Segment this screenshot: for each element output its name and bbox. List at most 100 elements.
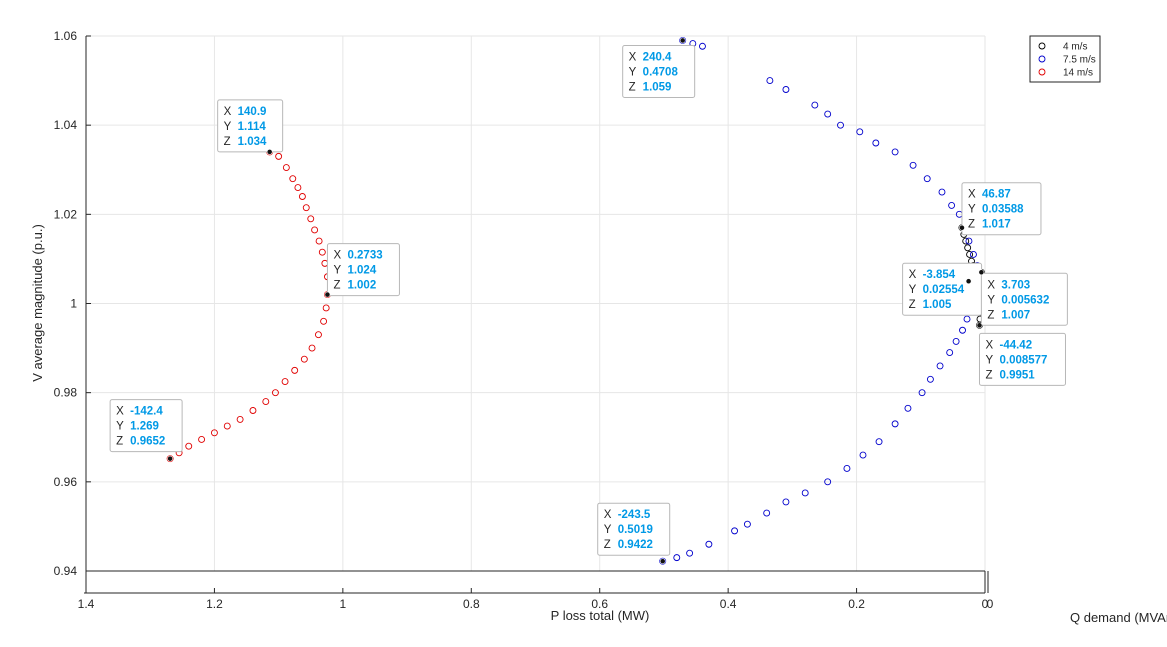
datatip-key: Y xyxy=(629,66,637,78)
data-point xyxy=(659,557,667,565)
datatip-value: 0.9951 xyxy=(999,369,1035,381)
data-point xyxy=(275,152,283,160)
datatip-key: X xyxy=(116,406,124,418)
datatip-key: Z xyxy=(985,369,992,381)
datatip-value: 0.5019 xyxy=(618,524,653,536)
datatip-value: -3.854 xyxy=(923,269,956,281)
datatip-box xyxy=(622,44,696,98)
y-tick-label: 0.94 xyxy=(54,564,78,578)
datatip-box xyxy=(980,272,1068,326)
datatip-value: 1.034 xyxy=(238,136,267,148)
data-point xyxy=(918,389,926,397)
datatip-value: -142.4 xyxy=(130,406,163,418)
data-point xyxy=(282,164,290,171)
data-point xyxy=(938,188,946,196)
datatip[interactable]: X 46.87 Y 0.03588 Z 1.017 xyxy=(959,182,1042,236)
datatip[interactable]: X 0.2733 Y 1.024 Z 1.002 xyxy=(324,243,400,298)
data-point xyxy=(782,498,790,506)
datatip-value: 1.059 xyxy=(643,81,672,93)
datatip[interactable]: X -44.42 Y 0.008577 Z 0.9951 xyxy=(976,322,1066,386)
datatip-key: Z xyxy=(987,309,994,321)
datatip[interactable]: X -3.854 Y 0.02554 Z 1.005 xyxy=(902,262,983,316)
data-point xyxy=(308,344,316,352)
data-point xyxy=(801,489,809,497)
legend-marker xyxy=(1038,42,1046,50)
datatip-marker xyxy=(976,322,983,329)
datatip-value: 0.02554 xyxy=(923,284,965,296)
x-axis-label: P loss total (MW) xyxy=(551,608,650,623)
datatip-value: 240.4 xyxy=(643,51,672,63)
datatip-value: 0.9652 xyxy=(130,436,165,448)
data-point xyxy=(322,304,330,312)
legend-marker xyxy=(1038,55,1046,63)
datatip-key: Z xyxy=(968,219,975,231)
datatip-marker xyxy=(679,37,686,44)
data-point xyxy=(281,378,289,385)
datatip-value: 1.002 xyxy=(347,280,376,292)
y-tick-label: 0.96 xyxy=(54,475,78,489)
datatip-key: Z xyxy=(629,81,636,93)
datatip-value: 1.024 xyxy=(347,265,376,277)
data-point xyxy=(946,349,954,356)
data-point xyxy=(824,478,832,486)
data-point xyxy=(320,317,328,325)
data-point xyxy=(966,251,974,258)
data-point xyxy=(705,540,713,548)
data-point xyxy=(307,215,315,223)
data-point xyxy=(782,86,790,93)
datatip-key: Y xyxy=(224,121,232,133)
data-point xyxy=(302,204,310,212)
datatip-box xyxy=(978,332,1066,386)
data-point xyxy=(731,527,739,535)
datatip-key: Y xyxy=(968,204,976,216)
data-point xyxy=(291,366,299,374)
datatip-key: X xyxy=(909,269,917,281)
x-tick-label: 0.8 xyxy=(463,597,480,611)
data-point xyxy=(686,549,694,557)
data-point xyxy=(315,237,323,245)
x-tick-label: 0.2 xyxy=(848,597,865,611)
x-tick-label: 0 xyxy=(982,597,989,611)
data-point xyxy=(198,436,206,443)
x-tick-label: 0.6 xyxy=(591,597,608,611)
data-point xyxy=(963,315,971,323)
datatip-key: X xyxy=(333,250,341,262)
datatip[interactable]: X 3.703 Y 0.005632 Z 1.007 xyxy=(978,269,1068,326)
data-point xyxy=(311,226,319,234)
axes: P loss total (MW) Q demand (MVAr) V aver… xyxy=(30,29,1167,625)
data-point xyxy=(210,429,218,437)
data-point xyxy=(909,161,917,169)
datatip-value: 1.269 xyxy=(130,421,159,433)
datatip-key: X xyxy=(968,189,976,201)
datatip-key: Y xyxy=(985,354,993,366)
data-point xyxy=(891,420,899,428)
data-point xyxy=(262,398,270,406)
data-point xyxy=(298,193,306,200)
data-point xyxy=(223,422,231,430)
data-point xyxy=(875,438,883,446)
legend: 4 m/s 7.5 m/s 14 m/s xyxy=(1029,35,1101,83)
datatip-marker xyxy=(324,291,331,298)
data-point xyxy=(166,455,174,463)
datatip[interactable]: X 140.9 Y 1.114 Z 1.034 xyxy=(217,99,284,155)
x-tick-label: 1 xyxy=(340,597,347,611)
datatip[interactable]: X 240.4 Y 0.4708 Z 1.059 xyxy=(622,37,696,98)
datatip-key: Y xyxy=(116,421,124,433)
data-point xyxy=(926,375,934,383)
datatip-box xyxy=(109,399,183,453)
datatip-key: Z xyxy=(604,539,611,551)
datatip-value: 0.9422 xyxy=(618,539,653,551)
datatip-value: 3.703 xyxy=(1001,279,1030,291)
datatip[interactable]: X -142.4 Y 1.269 Z 0.9652 xyxy=(109,399,183,462)
legend-label: 7.5 m/s xyxy=(1063,55,1096,66)
datatip-box xyxy=(597,502,671,556)
datatip[interactable]: X -243.5 Y 0.5019 Z 0.9422 xyxy=(597,502,671,565)
data-point xyxy=(271,389,279,397)
datatip-value: 1.017 xyxy=(982,219,1011,231)
data-point xyxy=(763,509,771,517)
z-tick-label: 0 xyxy=(987,597,994,611)
datatip-box xyxy=(961,182,1042,236)
datatip-key: X xyxy=(224,106,232,118)
